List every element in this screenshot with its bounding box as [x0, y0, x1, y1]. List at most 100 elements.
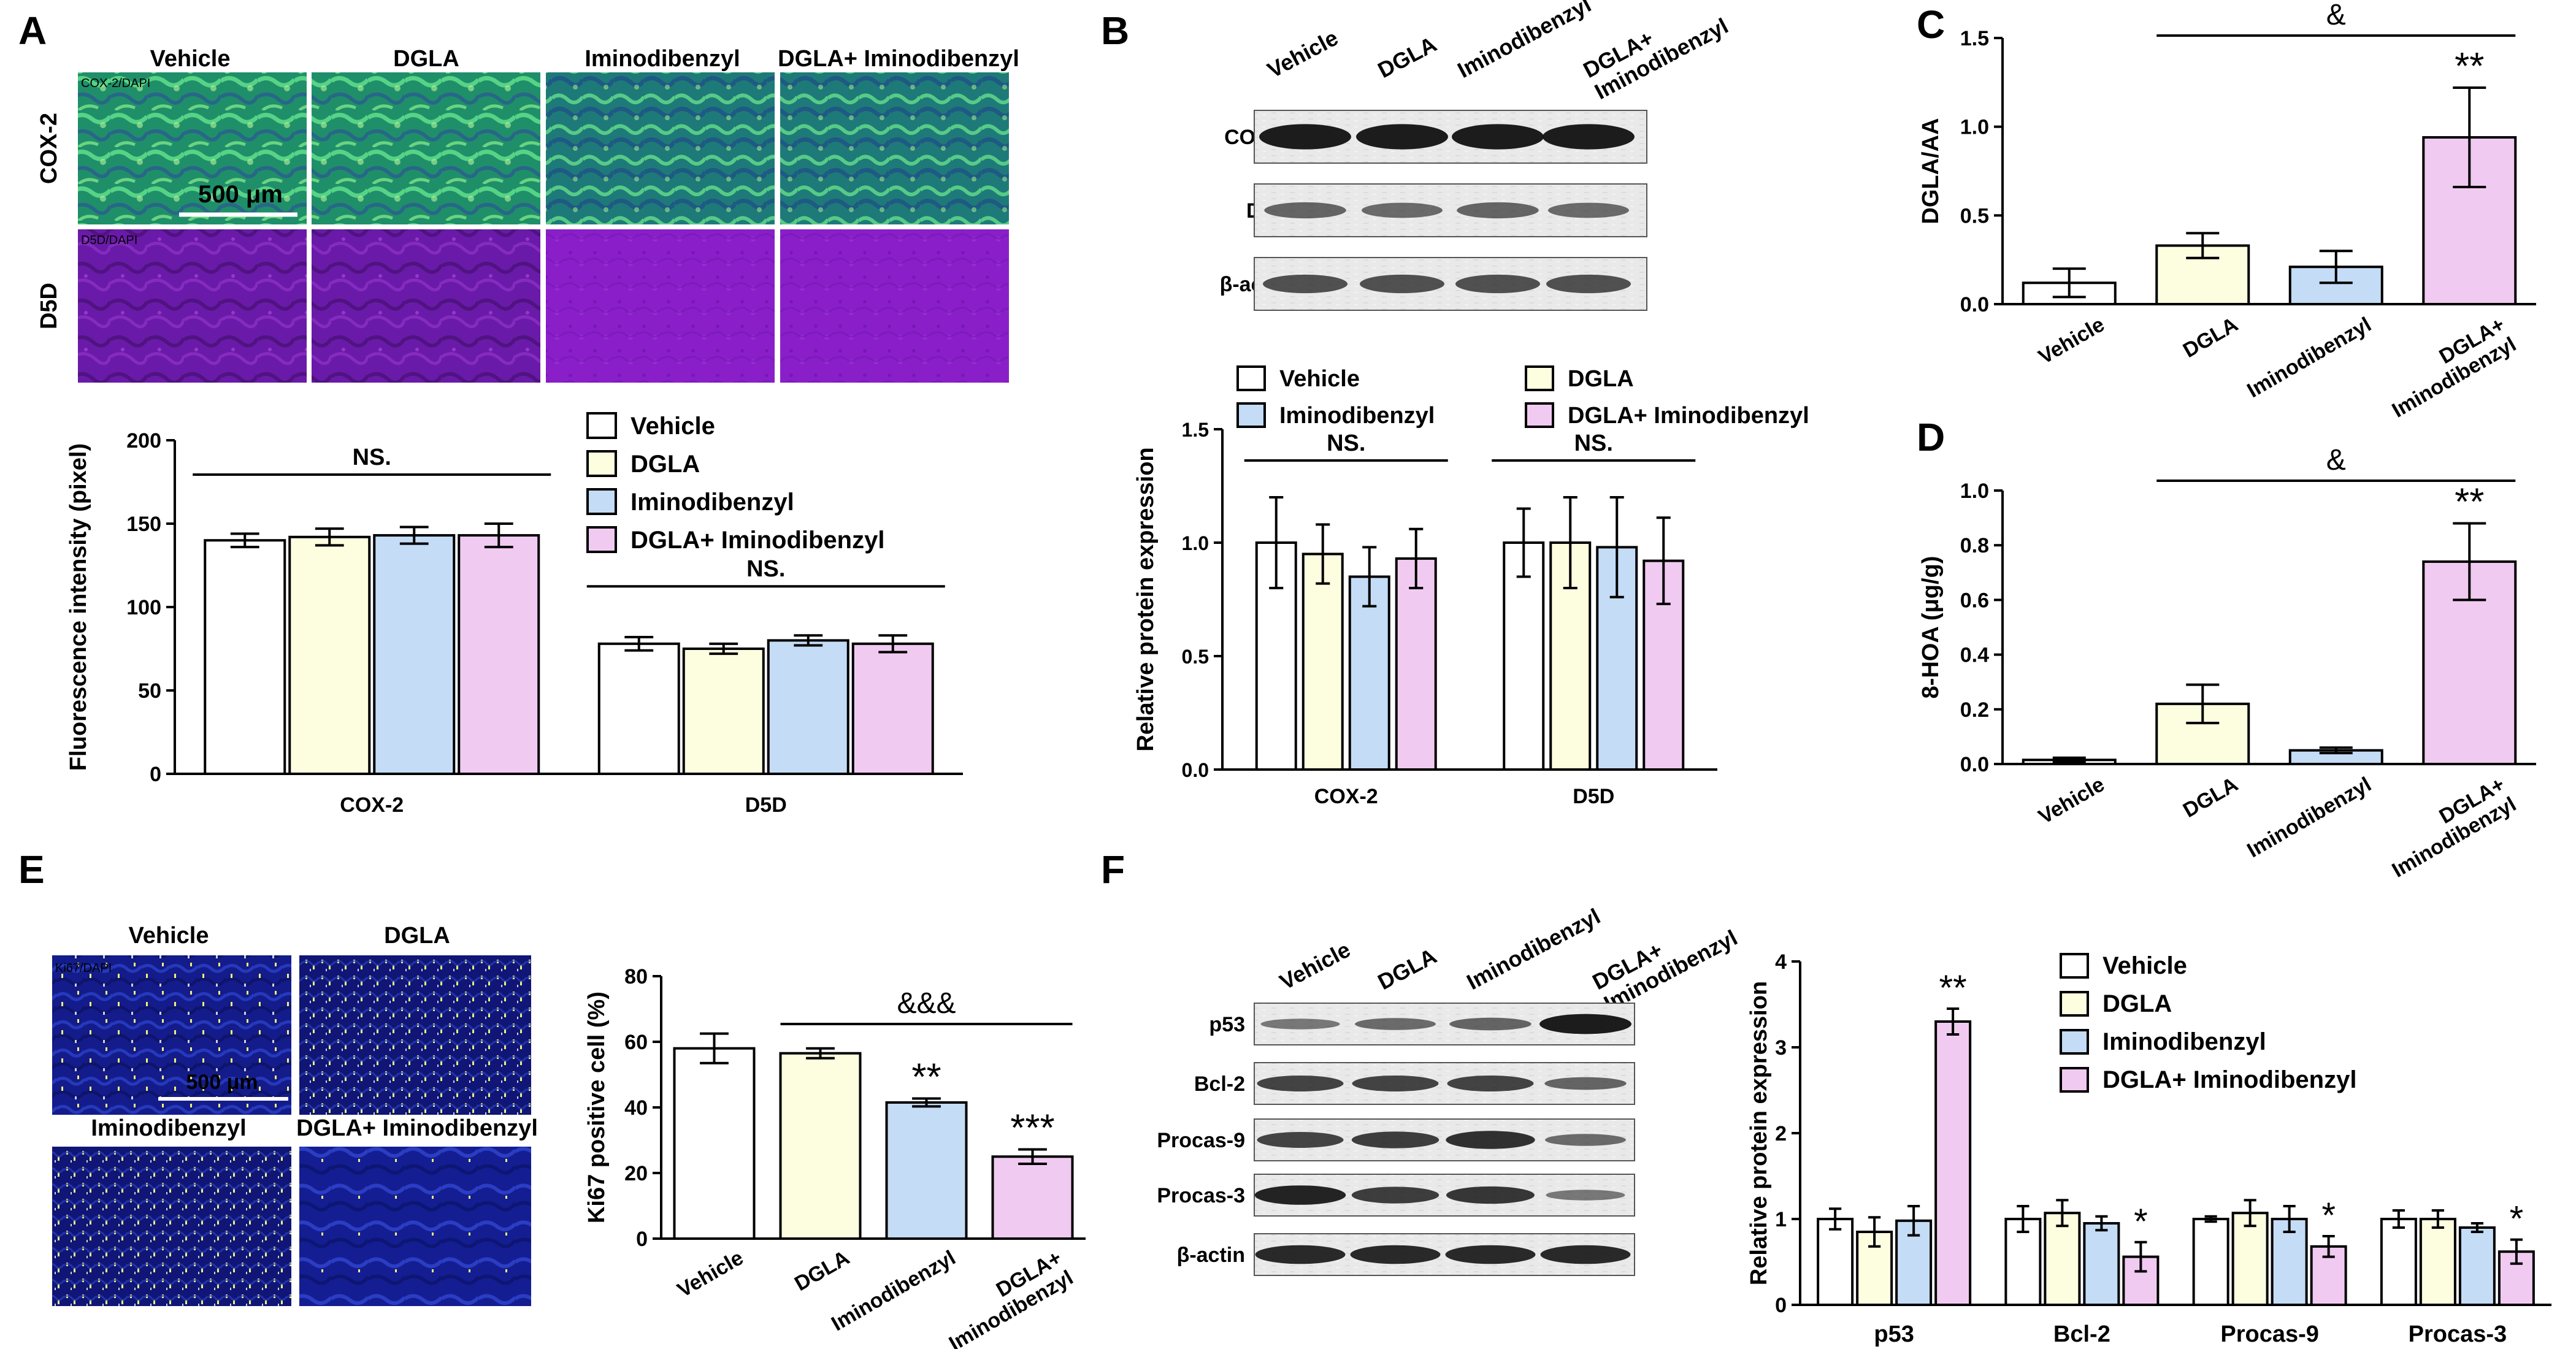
blot-band: [1452, 124, 1544, 150]
blot-band: [1546, 274, 1631, 294]
ns-label: NS.: [746, 556, 785, 582]
y-tick-label: 0.4: [1960, 644, 1989, 667]
legend-swatch: [1236, 365, 1266, 391]
y-tick-label: 3: [1775, 1036, 1787, 1060]
blot-band: [1356, 124, 1448, 150]
blot-band: [1548, 202, 1629, 218]
bar: [2310, 1245, 2347, 1307]
bar: [288, 535, 371, 775]
bar: [682, 648, 765, 775]
chart-D: 0.0 0.2 0.4 0.6 0.8 1.0 8-HOA (μg/g) Vehicle DGL…: [1918, 444, 2536, 882]
y-tick-label: 60: [624, 1031, 648, 1054]
panel-letter-A: A: [18, 9, 47, 53]
bracket-label: &&&: [897, 987, 956, 1020]
bar: [1934, 1020, 1972, 1306]
blot-row-label: Bcl-2: [1194, 1072, 1245, 1096]
bar: [2380, 1218, 2417, 1306]
micrograph-row-label: D5D: [36, 283, 62, 329]
x-tick-label: Procas-9: [2220, 1321, 2319, 1347]
significance-mark: *: [2510, 1199, 2524, 1239]
x-tick-label: Vehicle: [2034, 313, 2109, 369]
y-tick-label: 0.6: [1960, 589, 1989, 612]
bar: [2271, 1218, 2308, 1306]
x-tick-label: Vehicle: [673, 1246, 748, 1302]
significance-mark: ***: [1010, 1107, 1054, 1149]
legend-swatch: [586, 488, 617, 515]
x-tick-label: D5D: [745, 793, 787, 817]
legend-swatch: [586, 450, 617, 477]
micrograph-image: [780, 229, 1009, 383]
y-tick-label: 0: [150, 763, 161, 786]
significance-mark: **: [1939, 968, 1967, 1008]
y-tick-label: 200: [126, 429, 161, 453]
blot-row-label: Procas-9: [1157, 1129, 1245, 1152]
x-tick-label: Vehicle: [2034, 773, 2109, 829]
y-tick-label: 2: [1775, 1122, 1787, 1145]
micrograph-label: Vehicle: [129, 923, 209, 949]
lane-label: Vehicle: [1276, 937, 1355, 995]
blot-band: [1264, 202, 1346, 219]
bar: [2083, 1222, 2120, 1306]
blot-band: [1446, 1131, 1535, 1149]
y-tick-label: 0.5: [1960, 204, 1989, 227]
y-tick-label: 0.8: [1960, 534, 1989, 557]
ns-label: NS.: [1327, 430, 1365, 456]
y-axis-label: Fluorescence intensity (pixel): [66, 443, 91, 771]
bar: [2419, 1218, 2456, 1306]
x-tick-label: p53: [1874, 1321, 1914, 1347]
y-tick-label: 1: [1775, 1208, 1787, 1231]
micrograph-label: Iminodibenzyl: [91, 1115, 246, 1141]
legend-swatch: [1525, 365, 1554, 391]
panel-letter-D: D: [1917, 415, 1945, 459]
bar: [1301, 552, 1344, 771]
bar: [1817, 1218, 1854, 1306]
blot-band: [1351, 1187, 1439, 1204]
micrograph-image: [52, 955, 291, 1115]
blot-band: [1263, 274, 1347, 294]
y-tick-label: 100: [126, 596, 161, 619]
y-tick-label: 40: [624, 1096, 648, 1120]
micrograph-image: [78, 229, 307, 383]
micrograph-image: [312, 72, 540, 224]
bar: [597, 642, 680, 775]
y-tick-label: 1.0: [1960, 480, 1989, 503]
x-tick-label: Bcl-2: [2053, 1321, 2110, 1347]
lane-label: Vehicle: [1263, 25, 1343, 83]
y-tick-label: 1.0: [1960, 116, 1989, 139]
legend-swatch: [586, 526, 617, 553]
y-tick-label: 0.0: [1960, 753, 1989, 776]
blot-band: [1446, 1186, 1535, 1204]
ns-label: NS.: [1574, 430, 1613, 456]
y-tick-label: 80: [624, 965, 648, 988]
legend-label: Iminodibenzyl: [2103, 1028, 2266, 1055]
y-tick-label: 0.2: [1960, 698, 1989, 722]
blot-row-label: Procas-3: [1157, 1184, 1245, 1207]
bar: [779, 1052, 862, 1240]
blot-band: [1255, 1245, 1346, 1264]
y-tick-label: 150: [126, 513, 161, 536]
y-tick-label: 0.0: [1182, 759, 1209, 781]
bracket-label: &: [2326, 0, 2346, 31]
legend-label: DGLA: [2103, 990, 2172, 1017]
y-tick-label: 4: [1775, 950, 1787, 974]
x-tick-label: Iminodibenzyl: [2243, 313, 2375, 402]
lane-label: DGLA: [1374, 943, 1441, 995]
lane-label: DGLA: [1374, 31, 1441, 83]
significance-mark: *: [2134, 1202, 2148, 1242]
micrograph-image: [78, 72, 307, 224]
ns-label: NS.: [353, 445, 391, 470]
stain-label: D5D/DAPI: [81, 234, 137, 247]
micrograph-label: DGLA: [384, 923, 450, 949]
y-tick-label: 0: [636, 1228, 648, 1251]
bar: [2004, 1218, 2042, 1306]
x-tick-label: COX-2: [1314, 785, 1378, 808]
y-tick-label: 0: [1775, 1294, 1787, 1317]
y-axis-label: 8-HOA (μg/g): [1918, 556, 1944, 699]
legend-label: Vehicle: [1279, 366, 1360, 392]
x-tick-label: COX-2: [340, 793, 404, 817]
legend-swatch: [1236, 402, 1266, 428]
significance-mark: **: [2455, 481, 2484, 524]
micrograph-column-label: Iminodibenzyl: [585, 46, 740, 72]
